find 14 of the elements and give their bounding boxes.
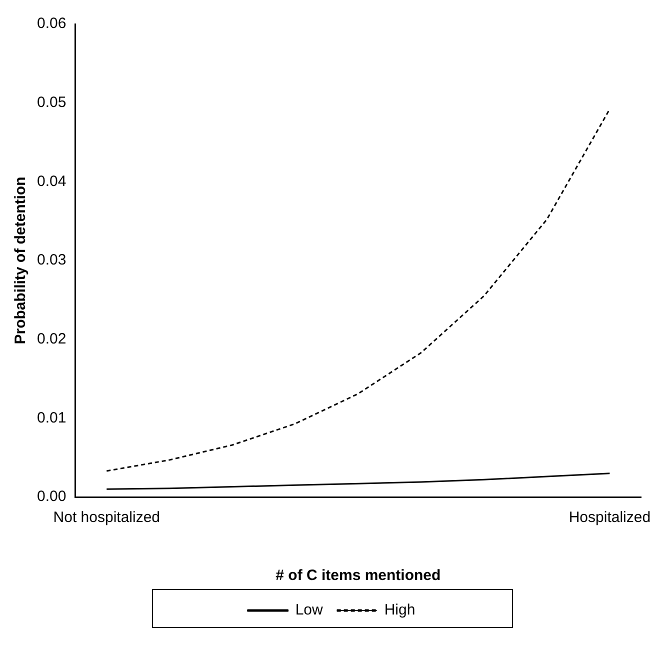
legend-label: High — [384, 602, 416, 619]
x-tick-label: Not hospitalized — [53, 509, 160, 526]
y-axis-title: Probability of detention — [12, 176, 30, 344]
y-tick-label: 0.05 — [36, 94, 66, 111]
y-tick-label: 0.03 — [36, 252, 66, 269]
y-tick-label: 0.04 — [36, 172, 66, 190]
legend-label: Low — [295, 602, 323, 619]
y-tick-label: 0.02 — [36, 330, 66, 348]
x-tick-label: Hospitalized — [568, 509, 651, 526]
line-series — [106, 108, 610, 472]
x-axis-title: # of C items mentioned — [276, 567, 441, 584]
y-tick-label: 0.01 — [36, 409, 66, 426]
y-tick-label: 0.06 — [36, 15, 66, 32]
y-tick-label: 0.00 — [36, 488, 66, 506]
